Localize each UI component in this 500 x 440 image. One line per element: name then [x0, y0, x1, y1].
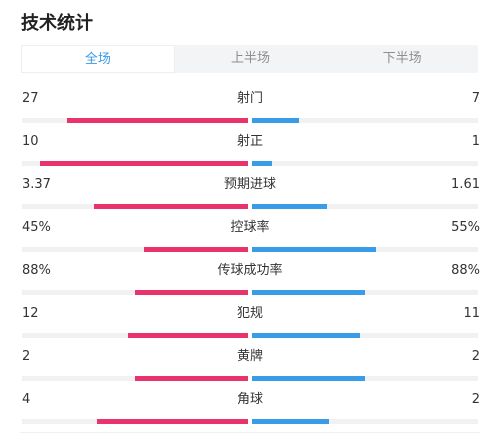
- home-bar-track: [22, 333, 248, 338]
- home-bar: [94, 204, 248, 209]
- stat-row-shots-on-target: 10 射正 1: [0, 134, 500, 174]
- home-bar-track: [22, 118, 248, 123]
- stat-name: 传球成功率: [217, 263, 283, 278]
- home-value: 45%: [22, 220, 51, 235]
- stat-name: 犯规: [236, 306, 263, 321]
- stat-row-pass-accuracy: 88% 传球成功率 88%: [0, 263, 500, 303]
- away-bar: [252, 290, 365, 295]
- home-bar-track: [22, 247, 248, 252]
- away-bar-track: [252, 161, 478, 166]
- tab-first-half[interactable]: 上半场: [231, 51, 271, 66]
- away-value: 2: [471, 349, 480, 364]
- home-bar: [40, 161, 248, 166]
- home-bar: [67, 118, 248, 123]
- home-bar-track: [22, 419, 248, 424]
- home-value: 4: [22, 392, 31, 407]
- tab-second-half[interactable]: 下半场: [382, 51, 422, 66]
- away-value: 11: [463, 306, 480, 321]
- stat-row-corners: 4 角球 2: [0, 392, 500, 432]
- stat-row-fouls: 12 犯规 11: [0, 306, 500, 346]
- away-value: 55%: [451, 220, 480, 235]
- away-bar: [252, 247, 376, 252]
- away-bar: [252, 204, 327, 209]
- stat-row-yellow-cards: 2 黄牌 2: [0, 349, 500, 389]
- divider: [20, 432, 480, 433]
- home-bar: [97, 419, 248, 424]
- home-value: 3.37: [22, 177, 51, 192]
- away-bar: [252, 419, 329, 424]
- stat-name: 预期进球: [223, 177, 276, 192]
- away-bar-track: [252, 247, 478, 252]
- stat-row-expected-goals: 3.37 预期进球 1.61: [0, 177, 500, 217]
- away-bar-track: [252, 376, 478, 381]
- away-bar: [252, 118, 299, 123]
- home-bar-track: [22, 161, 248, 166]
- stat-name: 角球: [236, 392, 263, 407]
- away-value: 1.61: [451, 177, 480, 192]
- stat-row-possession: 45% 控球率 55%: [0, 220, 500, 260]
- home-bar: [144, 247, 248, 252]
- home-value: 10: [22, 134, 39, 149]
- away-bar: [252, 333, 360, 338]
- stat-name: 黄牌: [236, 349, 263, 364]
- away-bar-track: [252, 204, 478, 209]
- away-bar-track: [252, 118, 478, 123]
- stat-name: 控球率: [230, 220, 270, 235]
- home-value: 88%: [22, 263, 51, 278]
- page-title: 技术统计: [21, 13, 93, 34]
- home-bar-track: [22, 376, 248, 381]
- away-value: 1: [471, 134, 480, 149]
- away-value: 7: [471, 91, 480, 106]
- stat-name: 射正: [236, 134, 263, 149]
- tab-full-match[interactable]: 全场: [21, 45, 175, 73]
- away-bar-track: [252, 290, 478, 295]
- away-bar: [252, 161, 272, 166]
- away-bar-track: [252, 419, 478, 424]
- period-tabs: 全场 上半场 下半场: [21, 45, 478, 73]
- stat-name: 射门: [236, 91, 263, 106]
- home-value: 2: [22, 349, 31, 364]
- home-value: 12: [22, 306, 39, 321]
- away-bar: [252, 376, 365, 381]
- home-bar-track: [22, 290, 248, 295]
- away-value: 2: [471, 392, 480, 407]
- away-value: 88%: [451, 263, 480, 278]
- home-value: 27: [22, 91, 39, 106]
- away-bar-track: [252, 333, 478, 338]
- home-bar: [135, 290, 248, 295]
- home-bar-track: [22, 204, 248, 209]
- home-bar: [135, 376, 248, 381]
- stat-row-shots: 27 射门 7: [0, 91, 500, 131]
- home-bar: [128, 333, 248, 338]
